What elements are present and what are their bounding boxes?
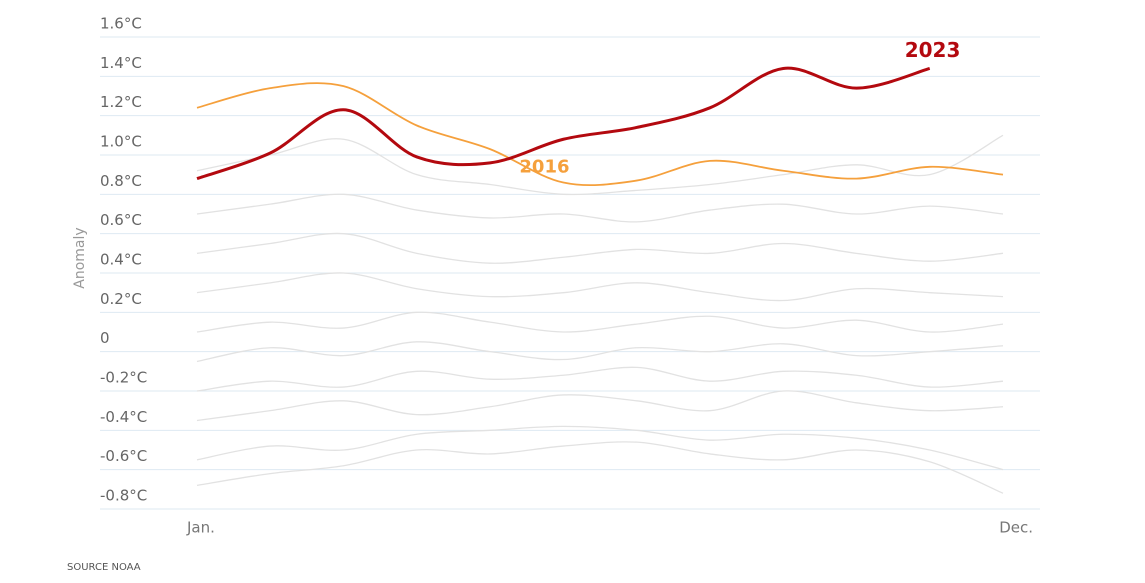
y-tick-label: 0.4°C bbox=[100, 251, 142, 269]
y-tick-label: 1.4°C bbox=[100, 54, 142, 72]
background-year-line bbox=[196, 232, 1004, 264]
background-year-line bbox=[196, 134, 1004, 196]
y-tick-label: 0.8°C bbox=[100, 172, 142, 190]
source: SOURCE NOAA bbox=[67, 562, 141, 573]
y-tick-label: 1.2°C bbox=[100, 93, 142, 111]
y-tick-label: -0.6°C bbox=[100, 447, 147, 465]
y-axis-title: Anomaly bbox=[72, 227, 88, 288]
background-year-line bbox=[196, 341, 1004, 363]
y-tick-label: -0.2°C bbox=[100, 369, 147, 387]
background-year-line bbox=[196, 390, 1004, 422]
background-year-line bbox=[196, 425, 1004, 471]
series-line bbox=[196, 82, 1004, 187]
y-tick-label: 1.6°C bbox=[100, 15, 142, 33]
y-tick-label: 1.0°C bbox=[100, 133, 142, 151]
background-year-line bbox=[196, 311, 1004, 333]
x-tick-label: Dec. bbox=[999, 519, 1033, 537]
y-tick-label: -0.8°C bbox=[100, 487, 147, 505]
background-year-line bbox=[196, 366, 1004, 392]
background-year-line bbox=[196, 441, 1004, 494]
background-year-line bbox=[196, 193, 1004, 223]
series-label: 2016 bbox=[519, 157, 569, 178]
series-line bbox=[196, 66, 931, 181]
series-label: 2023 bbox=[905, 38, 961, 62]
y-tick-label: 0 bbox=[100, 329, 110, 347]
y-tick-label: 0.6°C bbox=[100, 211, 142, 229]
y-tick-label: 0.2°C bbox=[100, 290, 142, 308]
x-tick-label: Jan. bbox=[186, 519, 215, 537]
background-year-line bbox=[196, 272, 1004, 302]
y-tick-label: -0.4°C bbox=[100, 408, 147, 426]
